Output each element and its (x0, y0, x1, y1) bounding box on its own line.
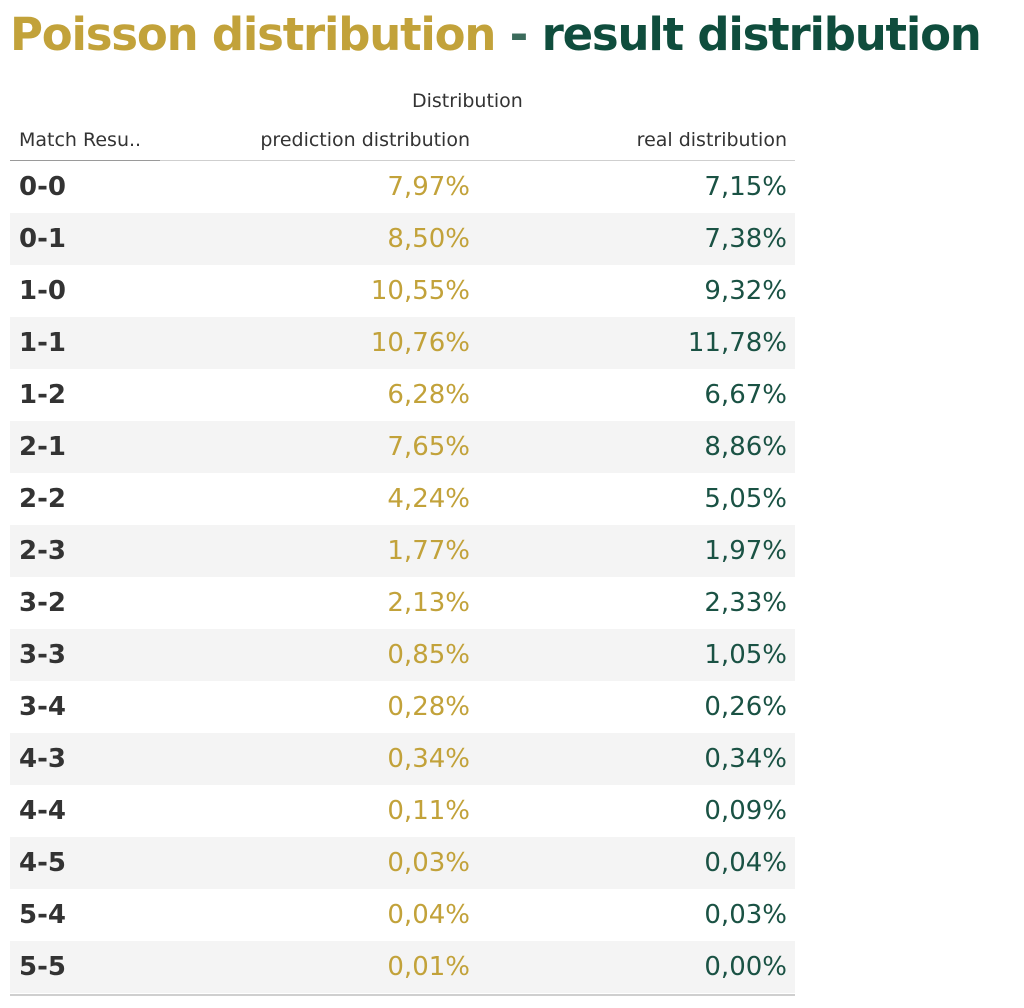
prediction-distribution-cell: 6,28% (387, 380, 470, 410)
match-result-cell: 5-5 (19, 952, 66, 982)
match-result-cell: 1-2 (19, 380, 66, 410)
real-distribution-cell: 0,04% (704, 848, 787, 878)
real-distribution-cell: 2,33% (704, 588, 787, 618)
match-result-cell: 2-2 (19, 484, 66, 514)
prediction-distribution-cell: 2,13% (387, 588, 470, 618)
prediction-distribution-cell: 8,50% (387, 224, 470, 254)
match-result-cell: 1-0 (19, 276, 66, 306)
real-distribution-cell: 0,09% (704, 796, 787, 826)
table-row: 1-1 10,76% 11,78% (10, 317, 795, 369)
column-group-header: Distribution (412, 90, 523, 112)
table-row: 0-0 7,97% 7,15% (10, 161, 795, 213)
real-distribution-cell: 0,34% (704, 744, 787, 774)
prediction-distribution-cell: 0,85% (387, 640, 470, 670)
table-body: 0-0 7,97% 7,15% 0-1 8,50% 7,38% 1-0 10,55% 9,32%… (10, 161, 795, 993)
prediction-distribution-cell: 1,77% (387, 536, 470, 566)
real-distribution-cell: 0,26% (704, 692, 787, 722)
table-row: 0-1 8,50% 7,38% (10, 213, 795, 265)
match-result-cell: 2-1 (19, 432, 66, 462)
real-distribution-cell: 0,00% (704, 952, 787, 982)
prediction-distribution-cell: 0,01% (387, 952, 470, 982)
match-result-cell: 3-3 (19, 640, 66, 670)
real-distribution-cell: 7,15% (704, 172, 787, 202)
prediction-distribution-cell: 0,04% (387, 900, 470, 930)
real-distribution-cell: 9,32% (704, 276, 787, 306)
match-result-cell: 4-3 (19, 744, 66, 774)
table-row: 4-4 0,11% 0,09% (10, 785, 795, 837)
match-result-cell: 2-3 (19, 536, 66, 566)
match-result-cell: 5-4 (19, 900, 66, 930)
header-real-distribution[interactable]: real distribution (636, 129, 787, 151)
real-distribution-cell: 7,38% (704, 224, 787, 254)
real-distribution-cell: 8,86% (704, 432, 787, 462)
table-row: 3-3 0,85% 1,05% (10, 629, 795, 681)
prediction-distribution-cell: 0,34% (387, 744, 470, 774)
prediction-distribution-cell: 0,11% (387, 796, 470, 826)
prediction-distribution-cell: 10,55% (370, 276, 470, 306)
header-match-result[interactable]: Match Resu.. (19, 129, 142, 151)
table-row: 3-2 2,13% 2,33% (10, 577, 795, 629)
header-divider (10, 160, 795, 161)
table-row: 2-2 4,24% 5,05% (10, 473, 795, 525)
match-result-cell: 1-1 (19, 328, 66, 358)
table-row: 5-5 0,01% 0,00% (10, 941, 795, 993)
table-row: 1-0 10,55% 9,32% (10, 265, 795, 317)
prediction-distribution-cell: 4,24% (387, 484, 470, 514)
table-row: 2-3 1,77% 1,97% (10, 525, 795, 577)
header-divider-match (10, 160, 160, 161)
table-row: 1-2 6,28% 6,67% (10, 369, 795, 421)
prediction-distribution-cell: 7,97% (387, 172, 470, 202)
prediction-distribution-cell: 7,65% (387, 432, 470, 462)
real-distribution-cell: 1,97% (704, 536, 787, 566)
footer-divider (10, 994, 795, 996)
real-distribution-cell: 0,03% (704, 900, 787, 930)
match-result-cell: 3-4 (19, 692, 66, 722)
header-prediction-distribution[interactable]: prediction distribution (260, 129, 470, 151)
table-row: 5-4 0,04% 0,03% (10, 889, 795, 941)
match-result-cell: 4-5 (19, 848, 66, 878)
real-distribution-cell: 11,78% (687, 328, 787, 358)
match-result-cell: 4-4 (19, 796, 66, 826)
match-result-cell: 3-2 (19, 588, 66, 618)
title-result: result distribution (541, 8, 982, 61)
match-result-cell: 0-1 (19, 224, 66, 254)
real-distribution-cell: 1,05% (704, 640, 787, 670)
title-separator: - (509, 8, 529, 61)
table-row: 2-1 7,65% 8,86% (10, 421, 795, 473)
title-poisson: Poisson distribution (10, 8, 496, 61)
real-distribution-cell: 6,67% (704, 380, 787, 410)
prediction-distribution-cell: 0,03% (387, 848, 470, 878)
prediction-distribution-cell: 10,76% (370, 328, 470, 358)
table-row: 4-5 0,03% 0,04% (10, 837, 795, 889)
prediction-distribution-cell: 0,28% (387, 692, 470, 722)
real-distribution-cell: 5,05% (704, 484, 787, 514)
table-row: 3-4 0,28% 0,26% (10, 681, 795, 733)
table-row: 4-3 0,34% 0,34% (10, 733, 795, 785)
chart-title: Poisson distribution - result distributi… (10, 4, 982, 66)
match-result-cell: 0-0 (19, 172, 66, 202)
